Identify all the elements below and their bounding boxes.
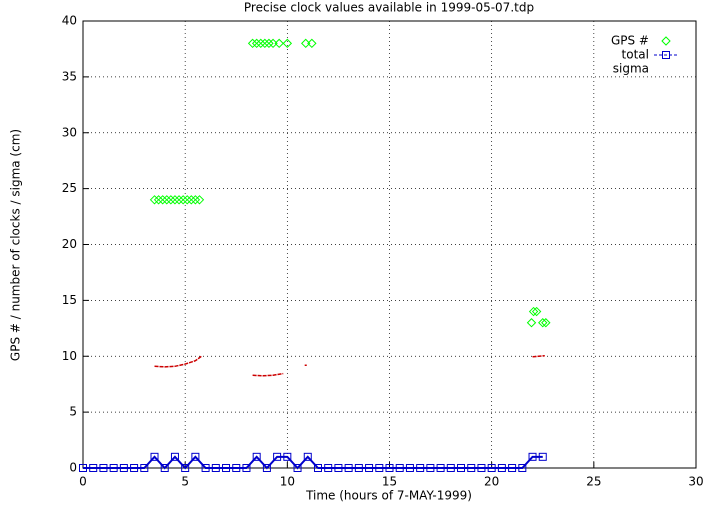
data-point [446, 464, 455, 472]
legend-label: GPS # [611, 34, 649, 48]
x-tick-label: 15 [382, 475, 397, 489]
y-tick-label: 25 [62, 181, 77, 195]
data-point [181, 464, 190, 472]
data-point [301, 38, 311, 49]
data-point [242, 464, 251, 472]
y-tick-label: 5 [69, 405, 77, 419]
data-point [273, 452, 282, 461]
y-axis-label: GPS # / number of clocks / sigma (cm) [9, 129, 23, 361]
data-point [324, 464, 333, 472]
data-point [313, 464, 322, 472]
data-point [160, 464, 169, 472]
y-tick-label: 35 [62, 69, 77, 83]
data-point [222, 464, 231, 472]
data-point [344, 464, 353, 472]
y-tick-label: 15 [62, 293, 77, 307]
x-tick-label: 5 [181, 475, 189, 489]
data-point [477, 464, 486, 472]
x-tick-label: 0 [79, 475, 87, 489]
x-tick-label: 30 [688, 475, 703, 489]
data-point [436, 464, 445, 472]
y-tick-label: 30 [62, 125, 77, 139]
y-tick-label: 20 [62, 237, 77, 251]
x-tick-label: 25 [586, 475, 601, 489]
data-point [526, 318, 537, 328]
data-point [201, 464, 210, 472]
data-point [416, 464, 425, 472]
data-point [307, 38, 317, 49]
data-point [528, 452, 537, 461]
data-point [150, 452, 159, 461]
data-point [140, 464, 149, 472]
legend-marker [661, 36, 671, 46]
data-point [252, 452, 261, 461]
data-point [518, 464, 527, 472]
data-point [538, 452, 547, 461]
data-point [109, 464, 118, 472]
data-point [282, 38, 293, 49]
data-point [293, 464, 302, 472]
chart-title: Precise clock values available in 1999-0… [244, 1, 534, 15]
data-point [385, 464, 394, 472]
data-point [531, 306, 542, 317]
y-tick-label: 40 [62, 14, 77, 28]
data-point [497, 464, 506, 472]
data-point [528, 306, 539, 317]
data-point [405, 464, 414, 472]
x-tick-label: 20 [484, 475, 499, 489]
y-tick-label: 10 [62, 349, 77, 363]
data-point [395, 464, 404, 472]
legend-label: sigma [613, 62, 649, 76]
data-point [211, 464, 220, 472]
data-point [457, 464, 466, 472]
data-point [190, 195, 201, 205]
data-point [264, 38, 274, 49]
data-point [130, 464, 139, 472]
data-point [232, 464, 241, 472]
data-point [119, 464, 128, 472]
x-axis-label: Time (hours of 7-MAY-1999) [305, 489, 472, 503]
data-point [541, 318, 551, 328]
data-point [365, 464, 374, 472]
data-point [79, 464, 87, 472]
data-point [283, 452, 292, 461]
data-point [426, 464, 435, 472]
data-point [262, 464, 271, 472]
legend-label: total [622, 48, 649, 62]
data-point [268, 38, 278, 49]
data-point [354, 464, 363, 472]
series-line [83, 455, 543, 470]
y-tick-label: 0 [69, 461, 77, 475]
series-line [154, 354, 545, 377]
data-point [194, 195, 205, 205]
data-point [375, 464, 384, 472]
data-point [99, 464, 108, 472]
data-point [89, 464, 98, 472]
data-point [508, 464, 517, 472]
data-point [334, 464, 343, 472]
data-point [303, 452, 312, 461]
data-point [538, 318, 548, 328]
data-point [467, 464, 476, 472]
data-point [487, 464, 496, 472]
data-point [170, 452, 179, 461]
data-point [191, 452, 200, 461]
x-tick-label: 10 [280, 475, 295, 489]
legend-marker [662, 51, 670, 59]
